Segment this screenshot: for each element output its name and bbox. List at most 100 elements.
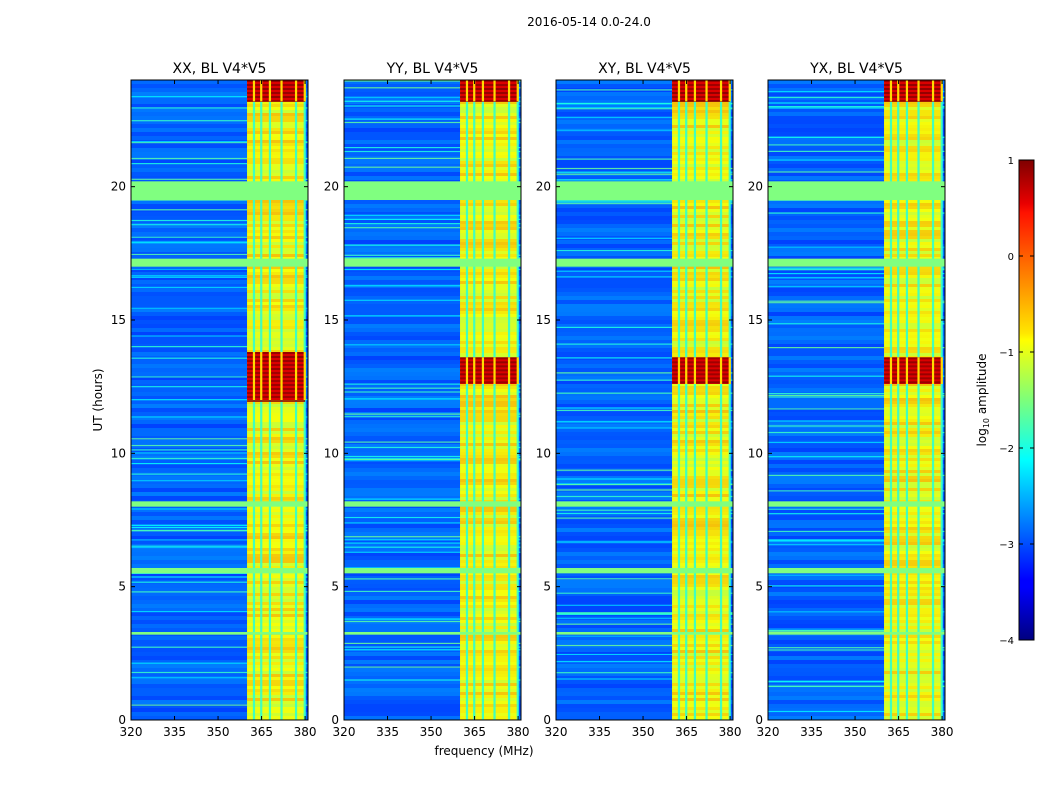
flagged-rows	[556, 632, 733, 635]
noise-row	[768, 252, 945, 256]
rfi-stripe	[280, 352, 283, 400]
heatmap-image	[344, 80, 521, 720]
rfi-band-row	[247, 314, 306, 317]
rfi-band-row	[247, 215, 306, 218]
rfi-band-row	[460, 155, 519, 158]
rfi-band-row	[672, 446, 731, 449]
noise-row	[556, 232, 733, 236]
noise-row	[768, 296, 945, 300]
rfi-band-row	[884, 638, 943, 641]
rfi-band-row	[247, 251, 306, 254]
streak-line	[768, 273, 945, 275]
rfi-band-row	[884, 473, 943, 476]
rfi-band-row	[460, 695, 519, 698]
rfi-band-row	[884, 137, 943, 140]
rfi-band-row	[460, 287, 519, 290]
rfi-band-row	[460, 602, 519, 605]
noise-row	[768, 472, 945, 476]
rfi-band-row	[460, 572, 519, 575]
streak-line	[131, 438, 308, 440]
noise-row	[344, 316, 521, 320]
x-tick-label: 335	[588, 725, 611, 739]
streak-line	[131, 539, 308, 541]
rfi-band-row	[672, 557, 731, 560]
rfi-band-row	[672, 647, 731, 650]
rfi-band-row	[672, 179, 731, 182]
rfi-stripe	[473, 357, 476, 384]
noise-row	[768, 696, 945, 700]
rfi-band-row	[460, 452, 519, 455]
noise-row	[131, 652, 308, 656]
rfi-band-row	[884, 506, 943, 509]
rfi-band-row	[247, 230, 306, 233]
rfi-band-row	[884, 278, 943, 281]
strong-rfi-row	[460, 373, 519, 376]
noise-row	[344, 388, 521, 392]
noise-row	[344, 276, 521, 280]
rfi-stripe	[685, 80, 688, 102]
rfi-band-row	[460, 269, 519, 272]
rfi-band-row	[672, 575, 731, 578]
rfi-band-row	[460, 455, 519, 458]
rfi-band-row	[672, 713, 731, 716]
noise-row	[768, 668, 945, 672]
streak-line	[768, 302, 945, 304]
rfi-stripe	[897, 357, 900, 384]
rfi-band-row	[247, 125, 306, 128]
streak-line	[344, 254, 521, 256]
rfi-band-row	[884, 413, 943, 416]
noise-row	[556, 340, 733, 344]
noise-row	[556, 224, 733, 228]
strong-rfi-row	[247, 376, 306, 378]
rfi-band-row	[672, 284, 731, 287]
rfi-band-row	[672, 287, 731, 290]
streak-line	[131, 357, 308, 359]
noise-row	[768, 200, 945, 204]
rfi-band-row	[884, 251, 943, 254]
rfi-band-row	[460, 350, 519, 353]
rfi-band-row	[884, 647, 943, 650]
streak-line	[768, 199, 945, 201]
noise-row	[131, 272, 308, 276]
noise-row	[131, 324, 308, 328]
rfi-band-row	[672, 527, 731, 530]
streak-line	[131, 480, 308, 482]
rfi-band-row	[460, 587, 519, 590]
rfi-band-row	[460, 671, 519, 674]
noise-row	[556, 168, 733, 172]
rfi-band-row	[884, 257, 943, 260]
streak-line	[131, 242, 308, 244]
rfi-band-row	[884, 428, 943, 431]
noise-row	[344, 600, 521, 604]
rfi-band-row	[672, 479, 731, 482]
rfi-stripe	[931, 80, 935, 102]
noise-row	[131, 608, 308, 612]
noise-row	[344, 712, 521, 716]
noise-row	[768, 100, 945, 104]
rfi-band-row	[884, 107, 943, 110]
rfi-band-row	[672, 341, 731, 344]
rfi-stripe	[280, 80, 283, 102]
rfi-band-row	[247, 278, 306, 281]
noise-row	[556, 424, 733, 428]
strong-rfi-row	[247, 396, 306, 398]
strong-rfi-row	[247, 388, 306, 390]
rfi-band-row	[247, 419, 306, 422]
noise-row	[556, 428, 733, 432]
rfi-band-row	[672, 443, 731, 446]
rfi-stripe	[719, 80, 723, 102]
streak-line	[768, 136, 945, 138]
rfi-band-row	[884, 329, 943, 332]
strong-rfi-row	[460, 88, 519, 90]
noise-row	[556, 336, 733, 340]
rfi-band-row	[672, 485, 731, 488]
rfi-band-row	[672, 659, 731, 662]
rfi-band-row	[247, 608, 306, 611]
noise-row	[344, 676, 521, 680]
noise-row	[768, 716, 945, 720]
noise-row	[768, 468, 945, 472]
rfi-band-row	[884, 212, 943, 215]
rfi-band-row	[884, 242, 943, 245]
figure-suptitle: 2016-05-14 0.0-24.0	[527, 15, 651, 29]
noise-row	[556, 604, 733, 608]
